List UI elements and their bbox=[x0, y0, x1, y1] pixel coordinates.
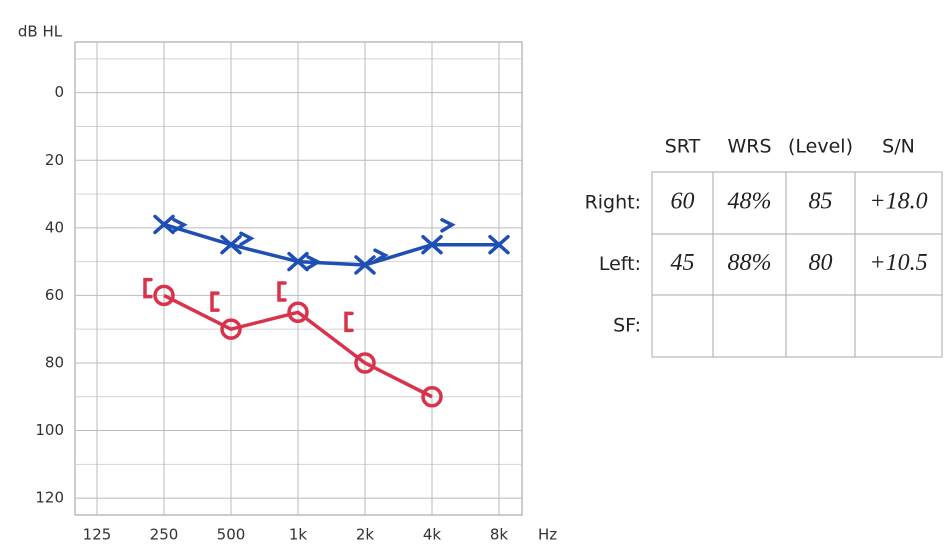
data-point bbox=[220, 318, 242, 340]
cell-value: +18.0 bbox=[869, 189, 927, 215]
series-line bbox=[163, 222, 499, 267]
cell-value: 60 bbox=[671, 189, 695, 215]
cell-value: +10.5 bbox=[869, 250, 927, 276]
x-marker bbox=[421, 234, 443, 255]
column-header: SRT bbox=[665, 136, 701, 158]
bracket-marker bbox=[344, 311, 354, 333]
row-label: Left: bbox=[599, 253, 641, 275]
x-axis-unit: Hz bbox=[538, 526, 557, 544]
data-point bbox=[488, 234, 510, 255]
cell-value: 80 bbox=[809, 250, 833, 276]
x-marker bbox=[354, 255, 376, 275]
gt-marker bbox=[239, 231, 255, 247]
cell-value: 48% bbox=[728, 189, 772, 215]
bracket-marker bbox=[210, 291, 220, 312]
cell-value: 45 bbox=[671, 250, 695, 276]
data-point bbox=[277, 281, 287, 302]
gt-marker bbox=[373, 248, 389, 263]
o-marker bbox=[421, 386, 443, 408]
data-point bbox=[421, 386, 443, 408]
y-tick-label: 20 bbox=[45, 151, 64, 169]
y-tick-label: 0 bbox=[54, 83, 64, 101]
data-point bbox=[153, 284, 175, 307]
o-marker bbox=[220, 318, 242, 340]
data-point bbox=[354, 352, 376, 374]
y-tick-label: 80 bbox=[45, 353, 64, 371]
data-point bbox=[153, 214, 175, 235]
data-point bbox=[172, 218, 188, 233]
x-marker bbox=[287, 251, 309, 272]
x-tick-label: 1k bbox=[289, 526, 308, 544]
data-point bbox=[306, 255, 322, 270]
data-point bbox=[220, 234, 242, 255]
data-point bbox=[210, 291, 220, 312]
column-header: WRS bbox=[727, 136, 771, 158]
y-tick-label: 60 bbox=[45, 286, 64, 304]
cell-value: 85 bbox=[809, 189, 833, 215]
table-cell bbox=[785, 294, 856, 358]
row-label: SF: bbox=[613, 315, 641, 337]
x-tick-label: 500 bbox=[217, 526, 246, 544]
row-label: Right: bbox=[585, 192, 641, 214]
data-point bbox=[143, 277, 153, 299]
x-marker bbox=[488, 234, 510, 255]
x-marker bbox=[153, 214, 175, 235]
gt-marker bbox=[306, 255, 322, 270]
y-tick-label: 100 bbox=[35, 421, 64, 439]
column-header: (Level) bbox=[788, 136, 853, 158]
x-tick-label: 125 bbox=[83, 526, 112, 544]
bracket-marker bbox=[277, 281, 287, 302]
x-tick-label: 2k bbox=[356, 526, 375, 544]
data-point bbox=[239, 231, 255, 247]
data-point bbox=[354, 255, 376, 275]
o-marker bbox=[153, 284, 175, 307]
data-point bbox=[373, 248, 389, 263]
y-axis-label: dB HL bbox=[18, 23, 63, 41]
series-line bbox=[163, 293, 433, 399]
data-point bbox=[287, 251, 309, 272]
data-point bbox=[344, 311, 354, 333]
x-tick-label: 4k bbox=[423, 526, 442, 544]
y-tick-label: 120 bbox=[35, 489, 64, 507]
table-cell bbox=[712, 294, 787, 358]
table-cell bbox=[651, 294, 714, 358]
gt-marker bbox=[440, 218, 456, 233]
x-tick-label: 8k bbox=[490, 526, 509, 544]
x-marker bbox=[220, 234, 242, 255]
table-cell bbox=[854, 294, 943, 358]
data-point bbox=[287, 301, 309, 324]
cell-value: 88% bbox=[728, 250, 772, 276]
column-header: S/N bbox=[882, 136, 915, 158]
gt-marker bbox=[172, 218, 188, 233]
data-point bbox=[421, 234, 443, 255]
o-marker bbox=[354, 352, 376, 374]
y-tick-label: 40 bbox=[45, 218, 64, 236]
data-point bbox=[440, 218, 456, 233]
x-tick-label: 250 bbox=[150, 526, 179, 544]
bracket-marker bbox=[143, 277, 153, 299]
o-marker bbox=[287, 301, 309, 324]
